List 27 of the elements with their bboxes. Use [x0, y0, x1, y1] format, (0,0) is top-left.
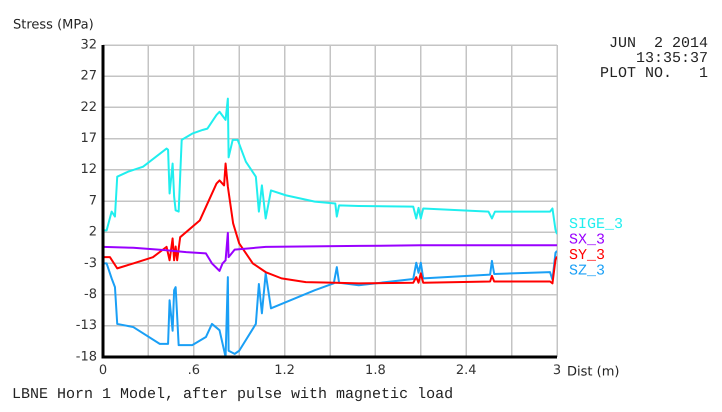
y-tick-label: 27	[80, 68, 97, 84]
text: JUN 2 2014	[608, 35, 708, 52]
y-tick-label: -18	[76, 349, 97, 364]
text: LBNE Horn 1 Model, after pulse with magnetic load	[12, 386, 454, 403]
y-tick-label: 32	[80, 37, 97, 52]
y-tick-label: 2	[88, 224, 97, 240]
x-tick-label: 3	[552, 363, 562, 378]
x-tick-label: .6	[188, 363, 200, 378]
x-tick-label: 1.8	[365, 363, 386, 378]
series-label: SIGE_3	[569, 216, 624, 233]
y-tick-label: -8	[84, 286, 97, 302]
x-tick-label: 1.2	[274, 363, 295, 378]
series-label: SX_3	[569, 231, 606, 248]
text: 13:35:37	[636, 50, 708, 67]
y-tick-label: -3	[84, 256, 97, 271]
x-axis-title: Dist (m)	[567, 364, 620, 380]
series-label: SY_3	[569, 246, 606, 264]
x-tick-label: 0	[98, 363, 108, 378]
y-tick-label: -13	[76, 318, 97, 334]
x-tick-label: 2.4	[456, 363, 477, 378]
text: PLOT NO. 1	[600, 65, 708, 82]
y-axis-title: Stress (MPa)	[13, 17, 94, 32]
y-tick-label: 12	[80, 162, 97, 178]
y-tick-label: 17	[80, 130, 97, 146]
y-tick-label: 7	[88, 193, 97, 208]
y-tick-label: 22	[80, 100, 97, 115]
series-label: SZ_3	[569, 262, 606, 280]
